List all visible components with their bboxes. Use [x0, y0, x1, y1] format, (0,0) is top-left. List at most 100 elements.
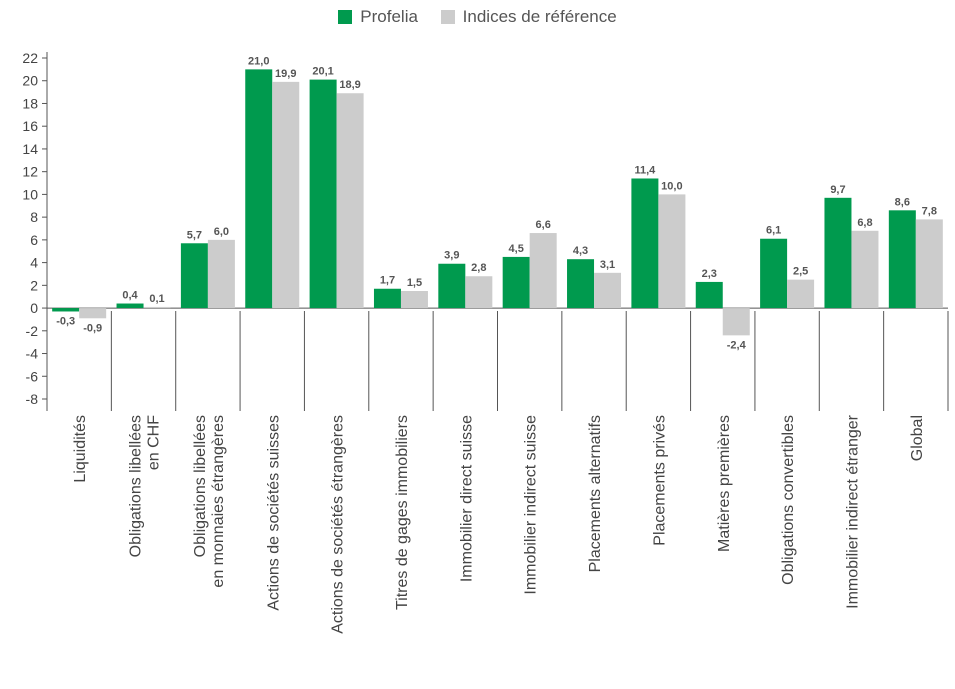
legend-label-profelia: Profelia	[360, 7, 418, 26]
bar-indices	[400, 291, 428, 309]
legend-item-indices: Indices de référence	[440, 7, 617, 27]
data-label-profelia: 1,7	[380, 275, 395, 287]
bar-indices	[594, 272, 622, 309]
x-tick-label-line: Liquidités	[72, 415, 89, 483]
bar-profelia	[438, 263, 466, 309]
legend-item-profelia: Profelia	[338, 7, 418, 27]
bar-indices	[336, 93, 364, 309]
x-tick-label: Actions de sociétés suisses	[265, 415, 282, 611]
bar-profelia	[52, 308, 80, 312]
data-label-indices: 18,9	[339, 79, 360, 91]
data-label-profelia: 20,1	[312, 66, 333, 78]
y-tick-label: -8	[26, 391, 39, 407]
data-label-profelia: 4,3	[573, 245, 588, 257]
bar-indices	[722, 308, 750, 336]
y-tick-label: 8	[30, 209, 38, 225]
x-tick-label-line: en CHF	[146, 415, 163, 470]
data-label-indices: -0,9	[83, 322, 102, 334]
x-tick-label-line: Obligations libellées	[128, 415, 145, 557]
bar-profelia	[695, 281, 723, 309]
bar-indices	[851, 230, 879, 309]
x-tick-label-line: Immobilier indirect suisse	[523, 415, 540, 595]
x-tick-label: Immobilier indirect étranger	[844, 414, 861, 609]
x-tick-label-line: Matières premières	[716, 415, 733, 552]
data-label-indices: -2,4	[727, 339, 747, 351]
x-tick-label: Immobilier direct suisse	[458, 415, 475, 582]
data-label-indices: 6,6	[536, 219, 551, 231]
data-label-profelia: 4,5	[509, 243, 524, 255]
y-tick-label: 6	[30, 232, 38, 248]
data-label-indices: 7,8	[922, 205, 937, 217]
x-tick-label-line: Placements alternatifs	[587, 415, 604, 572]
y-tick-label: 14	[22, 141, 38, 157]
data-label-profelia: 21,0	[248, 55, 269, 67]
x-tick-label-line: Obligations convertibles	[780, 415, 797, 585]
data-label-indices: 10,0	[661, 180, 682, 192]
x-tick-label-line: Immobilier direct suisse	[458, 415, 475, 582]
bar-indices	[915, 219, 943, 309]
data-label-indices: 1,5	[407, 277, 422, 289]
bar-indices	[465, 276, 493, 309]
data-label-profelia: 0,4	[122, 290, 138, 302]
x-tick-label-line: Actions de sociétés suisses	[265, 415, 282, 611]
data-label-profelia: 2,3	[702, 268, 717, 280]
data-label-profelia: 11,4	[634, 164, 656, 176]
data-label-indices: 3,1	[600, 259, 615, 271]
bar-profelia	[245, 69, 273, 309]
bar-profelia	[502, 256, 530, 309]
bar-indices	[143, 306, 171, 309]
data-label-indices: 19,9	[275, 68, 296, 80]
x-tick-label: Global	[909, 415, 926, 461]
y-tick-label: 12	[22, 164, 38, 180]
x-tick-label: Titres de gages immobiliers	[394, 415, 411, 610]
chart-legend: Profelia Indices de référence	[0, 7, 955, 29]
y-tick-label: 10	[22, 186, 38, 202]
y-tick-label: 16	[22, 118, 38, 134]
y-tick-label: -2	[26, 323, 39, 339]
y-tick-label: -6	[26, 368, 39, 384]
bar-profelia	[373, 288, 401, 309]
legend-swatch-profelia	[338, 10, 353, 24]
data-label-indices: 6,0	[214, 226, 229, 238]
x-tick-label-line: en monnaies étrangères	[210, 415, 227, 588]
legend-swatch-indices	[440, 10, 455, 24]
bar-profelia	[888, 210, 916, 309]
y-tick-label: 18	[22, 95, 38, 111]
x-tick-label-line: Global	[909, 415, 926, 461]
legend-label-indices: Indices de référence	[462, 7, 617, 26]
x-tick-label-line: Immobilier indirect étranger	[844, 414, 861, 609]
y-tick-label: 20	[22, 73, 38, 89]
y-tick-label: 2	[30, 277, 38, 293]
data-label-profelia: 6,1	[766, 225, 781, 237]
x-tick-label-line: Titres de gages immobiliers	[394, 415, 411, 610]
bar-profelia	[180, 243, 208, 309]
y-tick-label: 22	[22, 50, 38, 66]
data-label-profelia: -0,3	[56, 315, 75, 327]
x-tick-label: Immobilier indirect suisse	[523, 415, 540, 595]
x-tick-label: Matières premières	[716, 415, 733, 552]
x-tick-label-line: Actions de sociétés étrangères	[330, 415, 347, 634]
bar-profelia	[760, 238, 788, 309]
x-tick-label: Obligations convertibles	[780, 415, 797, 585]
bar-profelia	[309, 79, 337, 309]
bar-indices	[658, 194, 686, 309]
bar-profelia	[631, 178, 659, 309]
bar-indices	[529, 233, 557, 309]
y-tick-label: 4	[30, 255, 38, 271]
x-tick-label: Placements privés	[651, 415, 668, 546]
x-tick-label: Obligations libelléesen monnaies étrangè…	[192, 415, 227, 588]
x-tick-label: Actions de sociétés étrangères	[330, 415, 347, 634]
bar-profelia	[824, 197, 852, 309]
bar-profelia	[116, 303, 144, 309]
x-tick-label: Obligations libelléesen CHF	[128, 415, 163, 558]
x-tick-label: Liquidités	[72, 415, 89, 483]
data-label-profelia: 9,7	[830, 184, 845, 196]
x-tick-label-line: Obligations libellées	[192, 415, 209, 557]
bar-indices	[787, 279, 815, 309]
bar-indices	[272, 81, 300, 309]
data-label-indices: 0,1	[149, 293, 164, 305]
data-label-profelia: 5,7	[187, 229, 202, 241]
data-label-profelia: 8,6	[895, 196, 910, 208]
bar-indices	[79, 308, 107, 319]
